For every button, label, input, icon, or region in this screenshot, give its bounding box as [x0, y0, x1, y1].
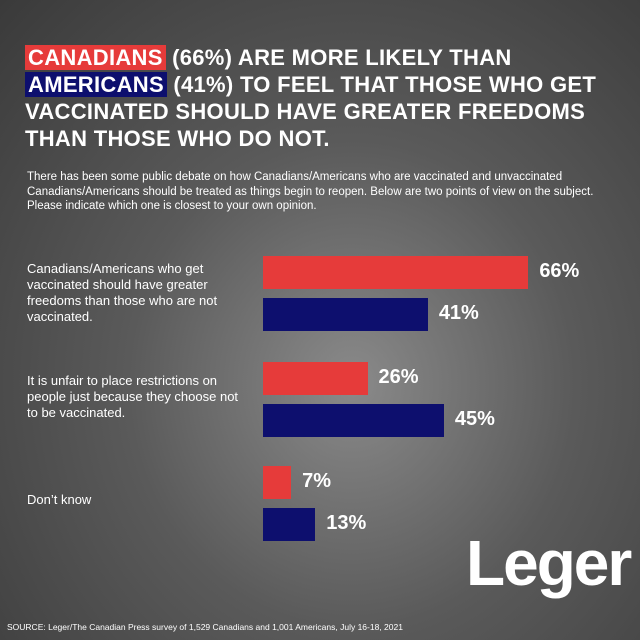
title-part: CANADIANS — [25, 45, 166, 70]
logo: Leger — [466, 527, 632, 599]
category-label: It is unfair to place restrictions on pe… — [27, 373, 239, 420]
category-label: Don’t know — [27, 492, 92, 507]
title: CANADIANS (66%) ARE MORE LIKELY THAN AME… — [25, 44, 630, 152]
bar — [263, 362, 368, 395]
bar — [263, 256, 529, 289]
subtitle: There has been some public debate on how… — [27, 171, 594, 212]
value-label: 7% — [302, 470, 332, 492]
bar — [263, 508, 316, 541]
value-label: 45% — [454, 408, 495, 430]
value-label: 26% — [378, 366, 419, 388]
title-part: AMERICANS — [25, 72, 167, 97]
bar — [263, 298, 428, 331]
value-label: 66% — [539, 260, 580, 282]
bar — [263, 404, 444, 437]
value-label: 41% — [438, 302, 479, 324]
source: SOURCE: Leger/The Canadian Press survey … — [7, 622, 403, 632]
title-part: (66%) ARE MORE LIKELY THAN — [165, 45, 512, 70]
title-part: (41%) TO FEEL THAT THOSE WHO GET VACCINA… — [25, 72, 597, 151]
value-label: 13% — [326, 512, 367, 534]
category-label: Canadians/Americans who get vaccinated s… — [27, 261, 218, 324]
bar — [263, 466, 292, 499]
